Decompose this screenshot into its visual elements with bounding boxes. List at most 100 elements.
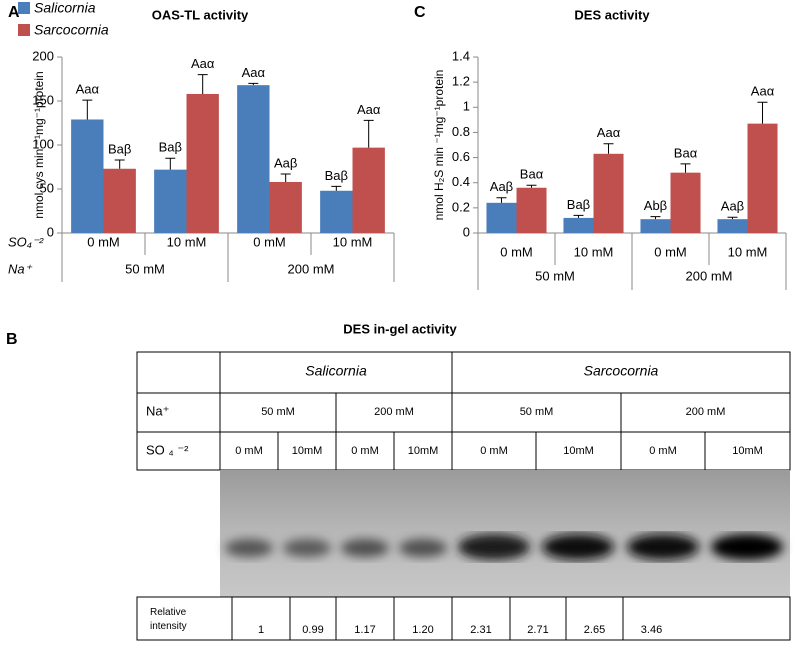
y-axis-label: nmol cys min ⁻¹mg⁻¹protein bbox=[32, 71, 46, 218]
gel-table bbox=[136, 351, 791, 641]
significance-label: Aaβ bbox=[274, 155, 297, 170]
na-label: 50 mM bbox=[261, 406, 295, 418]
significance-label: Baα bbox=[674, 145, 698, 160]
so4-label: 10mM bbox=[563, 445, 594, 457]
significance-label: Aaα bbox=[357, 102, 381, 117]
y-tick-label: 0 bbox=[463, 224, 470, 239]
so4-label: 10mM bbox=[732, 445, 763, 457]
error-bar bbox=[165, 157, 176, 170]
intensity-value: 1 bbox=[258, 624, 264, 636]
y-tick-label: 1.2 bbox=[452, 74, 470, 89]
row-label: Relative intensity bbox=[150, 607, 187, 632]
y-tick-label: 0.2 bbox=[452, 199, 470, 214]
error-bar bbox=[363, 119, 374, 148]
x-tick-label: 10 mM bbox=[167, 234, 207, 249]
so4-label: 0 mM bbox=[235, 445, 263, 457]
bar bbox=[563, 217, 594, 233]
so4-label: 10mM bbox=[408, 445, 439, 457]
bar bbox=[640, 219, 671, 233]
y-axis-label: nmol H₂S min ⁻¹mg⁻¹protein bbox=[432, 70, 446, 221]
group-label: 200 mM bbox=[288, 261, 335, 276]
na-label: 50 mM bbox=[520, 406, 554, 418]
so4-label: 10mM bbox=[292, 445, 323, 457]
x-tick-label: 0 mM bbox=[87, 234, 120, 249]
bar bbox=[154, 169, 187, 233]
legend-swatch bbox=[18, 24, 30, 36]
y-tick-label: 1.4 bbox=[452, 48, 470, 63]
error-bar bbox=[680, 163, 691, 173]
bar bbox=[352, 147, 385, 233]
group-label: 50 mM bbox=[125, 261, 165, 276]
y-tick-label: 0.4 bbox=[452, 174, 470, 189]
table-border bbox=[136, 596, 791, 641]
y-tick-label: 0.8 bbox=[452, 124, 470, 139]
bar bbox=[486, 202, 517, 233]
chart-title: OAS-TL activity bbox=[152, 7, 249, 22]
row-label: Na⁺ bbox=[146, 403, 169, 418]
error-bar bbox=[650, 216, 661, 220]
bar bbox=[717, 219, 748, 233]
gel-bands bbox=[225, 534, 783, 560]
bar bbox=[747, 123, 778, 233]
intensity-value: 3.46 bbox=[641, 624, 662, 636]
significance-label: Aaβ bbox=[490, 179, 513, 194]
gel-image bbox=[220, 470, 790, 597]
y-tick-label: 200 bbox=[32, 48, 54, 63]
legend-label: Sarcocornia bbox=[34, 22, 109, 38]
significance-label: Baβ bbox=[325, 168, 348, 183]
significance-label: Baβ bbox=[108, 141, 131, 156]
intensity-value: 2.71 bbox=[527, 624, 548, 636]
bar bbox=[186, 93, 219, 234]
row-label: SO₄⁻² bbox=[8, 234, 44, 249]
bar bbox=[516, 187, 547, 233]
y-tick-label: 50 bbox=[40, 180, 54, 195]
bar bbox=[593, 153, 624, 233]
so4-label: 0 mM bbox=[649, 445, 677, 457]
x-tick-label: 0 mM bbox=[654, 244, 687, 259]
na-label: 200 mM bbox=[374, 406, 414, 418]
error-bar bbox=[114, 159, 125, 169]
y-tick-label: 0 bbox=[47, 224, 54, 239]
x-tick-label: 10 mM bbox=[333, 234, 373, 249]
significance-label: Aaα bbox=[242, 65, 266, 80]
error-bar bbox=[496, 197, 507, 203]
so4-label: 0 mM bbox=[480, 445, 508, 457]
panel-label: A bbox=[8, 4, 20, 21]
bar bbox=[269, 181, 302, 233]
significance-label: Aaα bbox=[751, 84, 775, 99]
gel-title: DES in-gel activity bbox=[343, 321, 457, 336]
significance-label: Baα bbox=[520, 167, 544, 182]
intensity-value: 1.17 bbox=[354, 624, 375, 636]
species-label: Salicornia bbox=[305, 363, 367, 379]
na-label: 200 mM bbox=[686, 406, 726, 418]
intensity-value: 2.31 bbox=[470, 624, 491, 636]
y-tick-label: 1 bbox=[463, 99, 470, 114]
bar bbox=[103, 168, 136, 233]
x-tick-label: 0 mM bbox=[500, 244, 533, 259]
so4-label: 0 mM bbox=[351, 445, 379, 457]
error-bar bbox=[82, 99, 93, 120]
y-tick-label: 0.6 bbox=[452, 149, 470, 164]
row-label: Na⁺ bbox=[8, 261, 33, 276]
significance-label: Aaβ bbox=[721, 199, 744, 214]
intensity-value: 0.99 bbox=[302, 624, 323, 636]
error-bar bbox=[248, 82, 259, 86]
bar bbox=[71, 119, 104, 233]
y-tick-label: 100 bbox=[32, 136, 54, 151]
species-label: Sarcocornia bbox=[584, 363, 659, 379]
y-tick-label: 150 bbox=[32, 92, 54, 107]
error-bar bbox=[727, 216, 738, 220]
x-tick-label: 10 mM bbox=[728, 244, 768, 259]
significance-label: Aaα bbox=[597, 125, 621, 140]
error-bar bbox=[280, 173, 291, 182]
intensity-value: 2.65 bbox=[584, 624, 605, 636]
row-label: SO ₄ ⁻² bbox=[146, 442, 189, 457]
group-label: 200 mM bbox=[686, 268, 733, 283]
chart-title: DES activity bbox=[574, 7, 650, 22]
x-tick-label: 10 mM bbox=[574, 244, 614, 259]
significance-label: Aaα bbox=[191, 56, 215, 71]
x-tick-label: 0 mM bbox=[253, 234, 286, 249]
error-bar bbox=[331, 185, 342, 191]
error-bar bbox=[757, 101, 768, 124]
